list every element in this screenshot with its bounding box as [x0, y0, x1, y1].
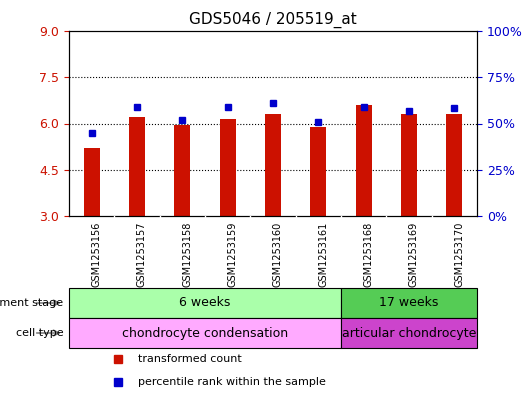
Text: GSM1253170: GSM1253170	[454, 222, 464, 287]
Text: GSM1253169: GSM1253169	[409, 222, 419, 287]
Text: 17 weeks: 17 weeks	[379, 296, 439, 310]
Bar	[311, 127, 326, 216]
Text: cell type: cell type	[16, 328, 64, 338]
Text: GSM1253161: GSM1253161	[319, 222, 328, 287]
Bar	[219, 119, 235, 216]
Bar	[69, 288, 341, 318]
Text: articular chondrocyte: articular chondrocyte	[342, 327, 476, 340]
Bar	[401, 114, 417, 216]
Text: GSM1253160: GSM1253160	[273, 222, 283, 287]
Text: transformed count: transformed count	[138, 354, 242, 364]
Text: development stage: development stage	[0, 298, 64, 308]
Text: GSM1253157: GSM1253157	[137, 222, 147, 287]
Bar	[69, 318, 341, 348]
Bar	[341, 288, 477, 318]
Bar	[174, 125, 190, 216]
Bar	[265, 114, 281, 216]
Bar	[446, 114, 462, 216]
Text: percentile rank within the sample: percentile rank within the sample	[138, 377, 326, 387]
Bar	[84, 148, 100, 216]
Text: GSM1253156: GSM1253156	[92, 222, 102, 287]
Text: GSM1253159: GSM1253159	[227, 222, 237, 287]
Bar	[356, 105, 372, 216]
Text: GSM1253158: GSM1253158	[182, 222, 192, 287]
Text: 6 weeks: 6 weeks	[179, 296, 231, 310]
Text: chondrocyte condensation: chondrocyte condensation	[122, 327, 288, 340]
Bar	[129, 118, 145, 216]
Title: GDS5046 / 205519_at: GDS5046 / 205519_at	[189, 12, 357, 28]
Text: GSM1253168: GSM1253168	[364, 222, 374, 287]
Bar	[341, 318, 477, 348]
